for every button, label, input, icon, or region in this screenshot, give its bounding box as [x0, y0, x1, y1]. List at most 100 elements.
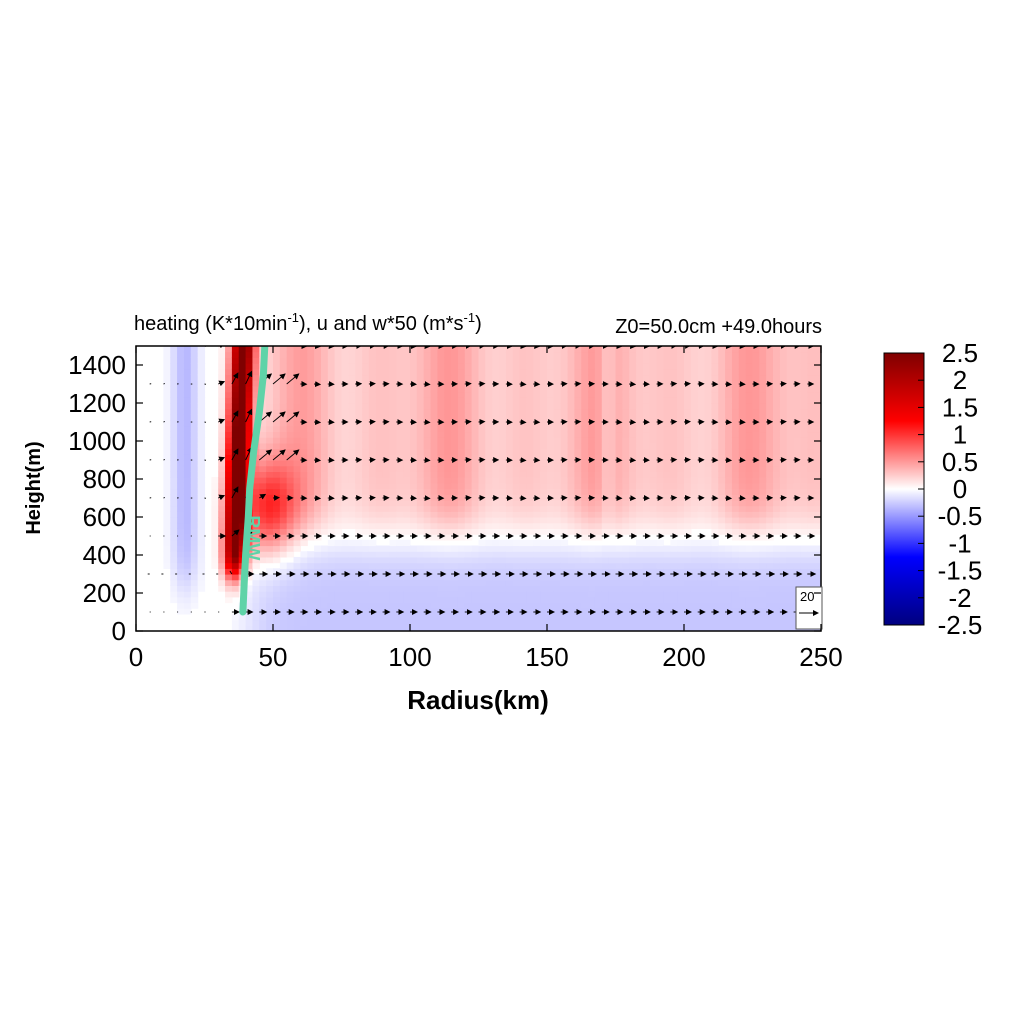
- heat-cell: [533, 528, 541, 535]
- heat-cell: [389, 625, 397, 631]
- heat-cell: [766, 579, 774, 586]
- heat-cell: [629, 556, 637, 564]
- heat-cell: [594, 488, 603, 495]
- heat-cell: [567, 414, 575, 421]
- heat-cell: [601, 522, 610, 529]
- heat-cell: [410, 397, 418, 404]
- heat-cell: [594, 517, 603, 524]
- heat-cell: [197, 585, 206, 592]
- heat-cell: [567, 505, 575, 512]
- heat-cell: [416, 551, 425, 558]
- heat-cell: [389, 591, 397, 598]
- heat-cell: [800, 403, 808, 410]
- heat-cell: [718, 351, 726, 358]
- heat-cell: [663, 385, 671, 393]
- heat-cell: [410, 551, 418, 558]
- heat-cell: [170, 408, 178, 415]
- heat-cell: [697, 522, 706, 529]
- heat-cell: [197, 465, 206, 472]
- heat-cell: [731, 437, 740, 444]
- heat-cell: [505, 488, 514, 495]
- heat-cell: [170, 431, 178, 438]
- heat-cell: [745, 528, 754, 535]
- heat-cell: [505, 585, 514, 592]
- heat-cell: [320, 591, 329, 598]
- heat-cell: [636, 374, 644, 381]
- heat-cell: [704, 494, 712, 501]
- heat-cell: [396, 613, 404, 621]
- heat-cell: [807, 551, 815, 558]
- heat-cell: [779, 488, 788, 495]
- heat-cell: [334, 380, 343, 387]
- heat-cell: [594, 568, 603, 575]
- heat-cell: [471, 357, 480, 364]
- heat-cell: [451, 437, 459, 444]
- heat-cell: [519, 357, 528, 364]
- heat-cell: [636, 346, 644, 353]
- heat-cell: [677, 545, 685, 552]
- heat-cell: [649, 346, 658, 353]
- heat-cell: [430, 596, 438, 604]
- heat-cell: [526, 625, 534, 631]
- heat-cell: [485, 357, 493, 364]
- heat-cell: [245, 625, 254, 631]
- heat-cell: [218, 574, 226, 581]
- heat-cell: [403, 625, 411, 631]
- heat-cell: [300, 596, 308, 604]
- heat-cell: [396, 517, 404, 524]
- heat-cell: [574, 551, 582, 558]
- heat-cell: [519, 442, 528, 450]
- heat-cell: [752, 380, 760, 387]
- heat-cell: [663, 625, 671, 631]
- heat-cell: [307, 414, 315, 421]
- heat-cell: [512, 585, 521, 592]
- heat-cell: [485, 625, 493, 631]
- heat-cell: [553, 494, 562, 501]
- heat-cell: [499, 579, 507, 586]
- heat-cell: [759, 568, 767, 575]
- heat-cell: [547, 368, 555, 376]
- heat-cell: [649, 385, 658, 393]
- heat-cell: [499, 545, 507, 552]
- heat-cell: [451, 397, 459, 404]
- heat-cell: [601, 613, 610, 621]
- heat-cell: [540, 380, 548, 387]
- heat-cell: [211, 488, 219, 495]
- heat-cell: [656, 602, 665, 609]
- wind-vector: [286, 411, 300, 423]
- heat-cell: [423, 368, 432, 376]
- heat-cell: [629, 574, 637, 581]
- heat-cell: [759, 608, 767, 615]
- heat-cell: [430, 397, 438, 404]
- heat-cell: [245, 591, 254, 598]
- heat-cell: [718, 488, 726, 495]
- heat-cell: [231, 545, 240, 552]
- heat-cell: [588, 494, 596, 501]
- heat-cell: [485, 454, 493, 461]
- heat-cell: [197, 357, 206, 364]
- heat-cell: [300, 420, 308, 427]
- heat-cell: [684, 499, 692, 507]
- heat-cell: [307, 408, 315, 415]
- heat-cell: [225, 442, 233, 450]
- heat-cell: [766, 591, 774, 598]
- wind-vector: [245, 408, 253, 423]
- heat-cell: [800, 385, 808, 393]
- heat-cell: [505, 619, 514, 626]
- heat-cell: [786, 380, 795, 387]
- heat-cell: [807, 477, 815, 484]
- heat-cell: [348, 357, 356, 364]
- heat-cell: [300, 517, 308, 524]
- heat-cell: [697, 494, 706, 501]
- heat-cell: [663, 551, 671, 558]
- heat-cell: [731, 442, 740, 450]
- heat-cell: [485, 425, 493, 433]
- heat-cell: [499, 408, 507, 415]
- heat-cell: [314, 442, 322, 450]
- wind-vector: [286, 449, 300, 461]
- heat-cell: [437, 425, 445, 433]
- heat-cell: [266, 431, 274, 438]
- heat-cell: [273, 351, 281, 358]
- heat-cell: [437, 460, 445, 467]
- heat-cell: [512, 517, 521, 524]
